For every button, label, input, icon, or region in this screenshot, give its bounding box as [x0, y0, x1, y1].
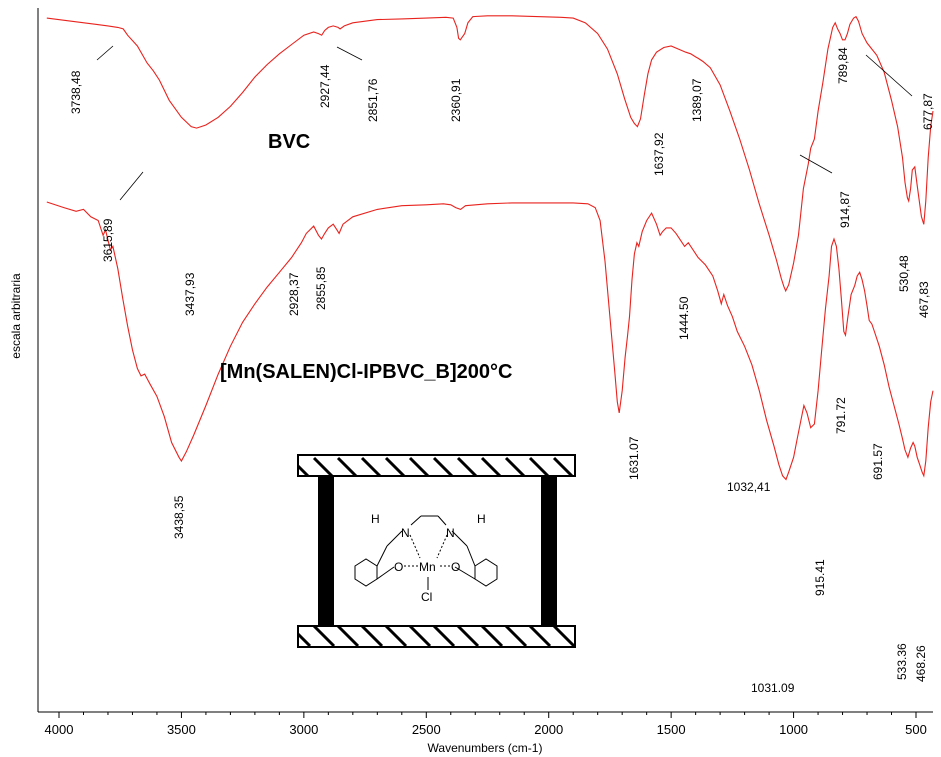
peak-label: 468.26	[914, 645, 928, 682]
peak-label: 914,87	[838, 191, 852, 228]
atom-label: H	[477, 512, 486, 526]
x-tick-label: 2500	[412, 722, 441, 737]
x-tick-label: 1000	[779, 722, 808, 737]
series-title-mn-salen: [Mn(SALEN)Cl-IPBVC_B]200°C	[220, 361, 512, 383]
leader-line	[799, 154, 833, 174]
series-title-bvc: BVC	[268, 131, 310, 153]
peak-label: 2855,85	[314, 266, 328, 310]
top-layer	[297, 454, 576, 477]
bottom-layer	[297, 625, 576, 648]
mn-peak-labels: 3438,35 2928,37 2855,85 1631.07 1444.50 …	[172, 266, 928, 695]
peak-label: 2851,76	[366, 78, 380, 122]
y-axis-title: escala arbitraria	[9, 273, 23, 359]
leader-line	[865, 54, 913, 97]
leader-line	[119, 171, 144, 201]
atom-label: N	[446, 526, 455, 540]
x-axis-title: Wavenumbers (cm-1)	[428, 741, 543, 755]
peak-label: 2360,91	[449, 78, 463, 122]
peak-label: 677,87	[921, 93, 935, 130]
peak-label: 789,84	[836, 47, 850, 84]
peak-label: 1032,41	[727, 480, 771, 494]
x-tick-label: 2000	[534, 722, 563, 737]
peak-label: 915.41	[813, 559, 827, 596]
peak-label: 1631.07	[627, 436, 641, 480]
x-axis-minor-ticks	[82, 712, 893, 715]
peak-label: 1389,07	[690, 78, 704, 122]
x-tick-label: 4000	[45, 722, 74, 737]
peak-label: 1637,92	[652, 132, 666, 176]
peak-label: 691.57	[871, 443, 885, 480]
atom-label: O	[394, 560, 403, 574]
peak-label: 791.72	[834, 397, 848, 434]
x-tick-label: 1500	[657, 722, 686, 737]
atom-label: Mn	[419, 560, 436, 574]
leader-line	[336, 46, 363, 61]
leader-line	[96, 45, 114, 61]
bvc-peak-labels: 3738,48 3615,89 3437,93 2927,44 2851,76 …	[69, 45, 935, 494]
atom-label: H	[371, 512, 380, 526]
peak-label: 3738,48	[69, 70, 83, 114]
peak-label: 3437,93	[183, 272, 197, 316]
peak-label: 533.36	[895, 643, 909, 680]
peak-label: 3438,35	[172, 495, 186, 539]
peak-label: 1444.50	[677, 296, 691, 340]
right-pillar	[541, 476, 557, 626]
series-line-bvc	[46, 15, 934, 293]
x-tick-label: 3500	[167, 722, 196, 737]
peak-label: 2928,37	[287, 272, 301, 316]
series-line-mn-salen	[46, 201, 934, 481]
x-tick-label: 3000	[289, 722, 318, 737]
x-tick-label: 500	[905, 722, 927, 737]
atom-label: Cl	[421, 590, 432, 604]
peak-label: 2927,44	[318, 64, 332, 108]
atom-label: O	[451, 560, 460, 574]
mn-salen-complex-in-pillared-clay-icon: H N N H Mn O O Cl	[297, 454, 576, 648]
peak-label: 530,48	[897, 255, 911, 292]
atom-label: N	[401, 526, 410, 540]
peak-label: 1031.09	[751, 681, 795, 695]
peak-label: 467,83	[917, 281, 931, 318]
left-pillar	[318, 476, 334, 626]
x-axis-ticks: 4000 3500 3000 2500 2000 1500 1000 500	[45, 712, 927, 737]
peak-label: 3615,89	[101, 218, 115, 262]
